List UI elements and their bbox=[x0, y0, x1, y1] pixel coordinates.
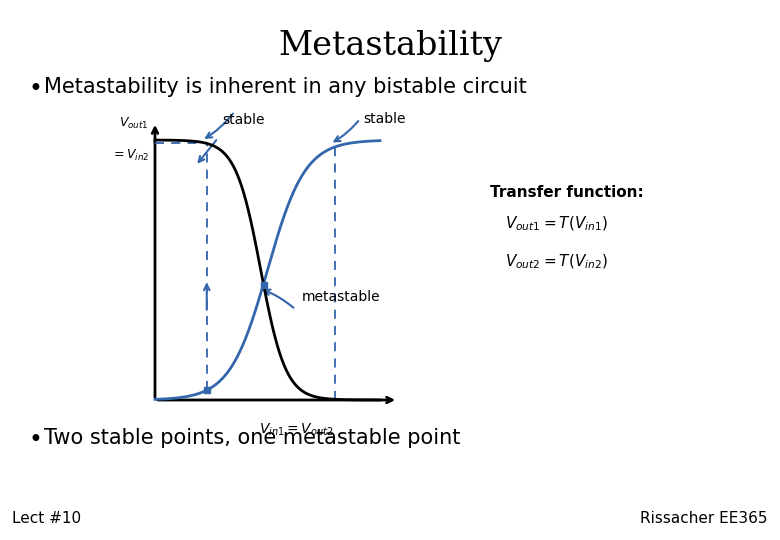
Text: Metastability is inherent in any bistable circuit: Metastability is inherent in any bistabl… bbox=[44, 77, 526, 97]
Text: •: • bbox=[28, 77, 42, 101]
Text: $V_{out2} = T(V_{in2})$: $V_{out2} = T(V_{in2})$ bbox=[505, 253, 608, 272]
Text: $V_{out1} = T(V_{in1})$: $V_{out1} = T(V_{in1})$ bbox=[505, 215, 608, 233]
Text: •: • bbox=[28, 428, 42, 452]
Text: Lect #10: Lect #10 bbox=[12, 511, 81, 526]
Text: Metastability: Metastability bbox=[278, 30, 502, 62]
Text: $= V_{in2}$: $= V_{in2}$ bbox=[111, 147, 149, 163]
Text: Rissacher EE365: Rissacher EE365 bbox=[640, 511, 768, 526]
Text: metastable: metastable bbox=[302, 289, 380, 303]
Text: Two stable points, one metastable point: Two stable points, one metastable point bbox=[44, 428, 460, 448]
Text: Transfer function:: Transfer function: bbox=[490, 185, 644, 200]
Text: $V_{out1}$: $V_{out1}$ bbox=[119, 116, 149, 131]
Text: $V_{in1} = V_{out2}$: $V_{in1} = V_{out2}$ bbox=[260, 422, 334, 438]
Text: stable: stable bbox=[222, 113, 265, 127]
Text: stable: stable bbox=[363, 112, 406, 126]
